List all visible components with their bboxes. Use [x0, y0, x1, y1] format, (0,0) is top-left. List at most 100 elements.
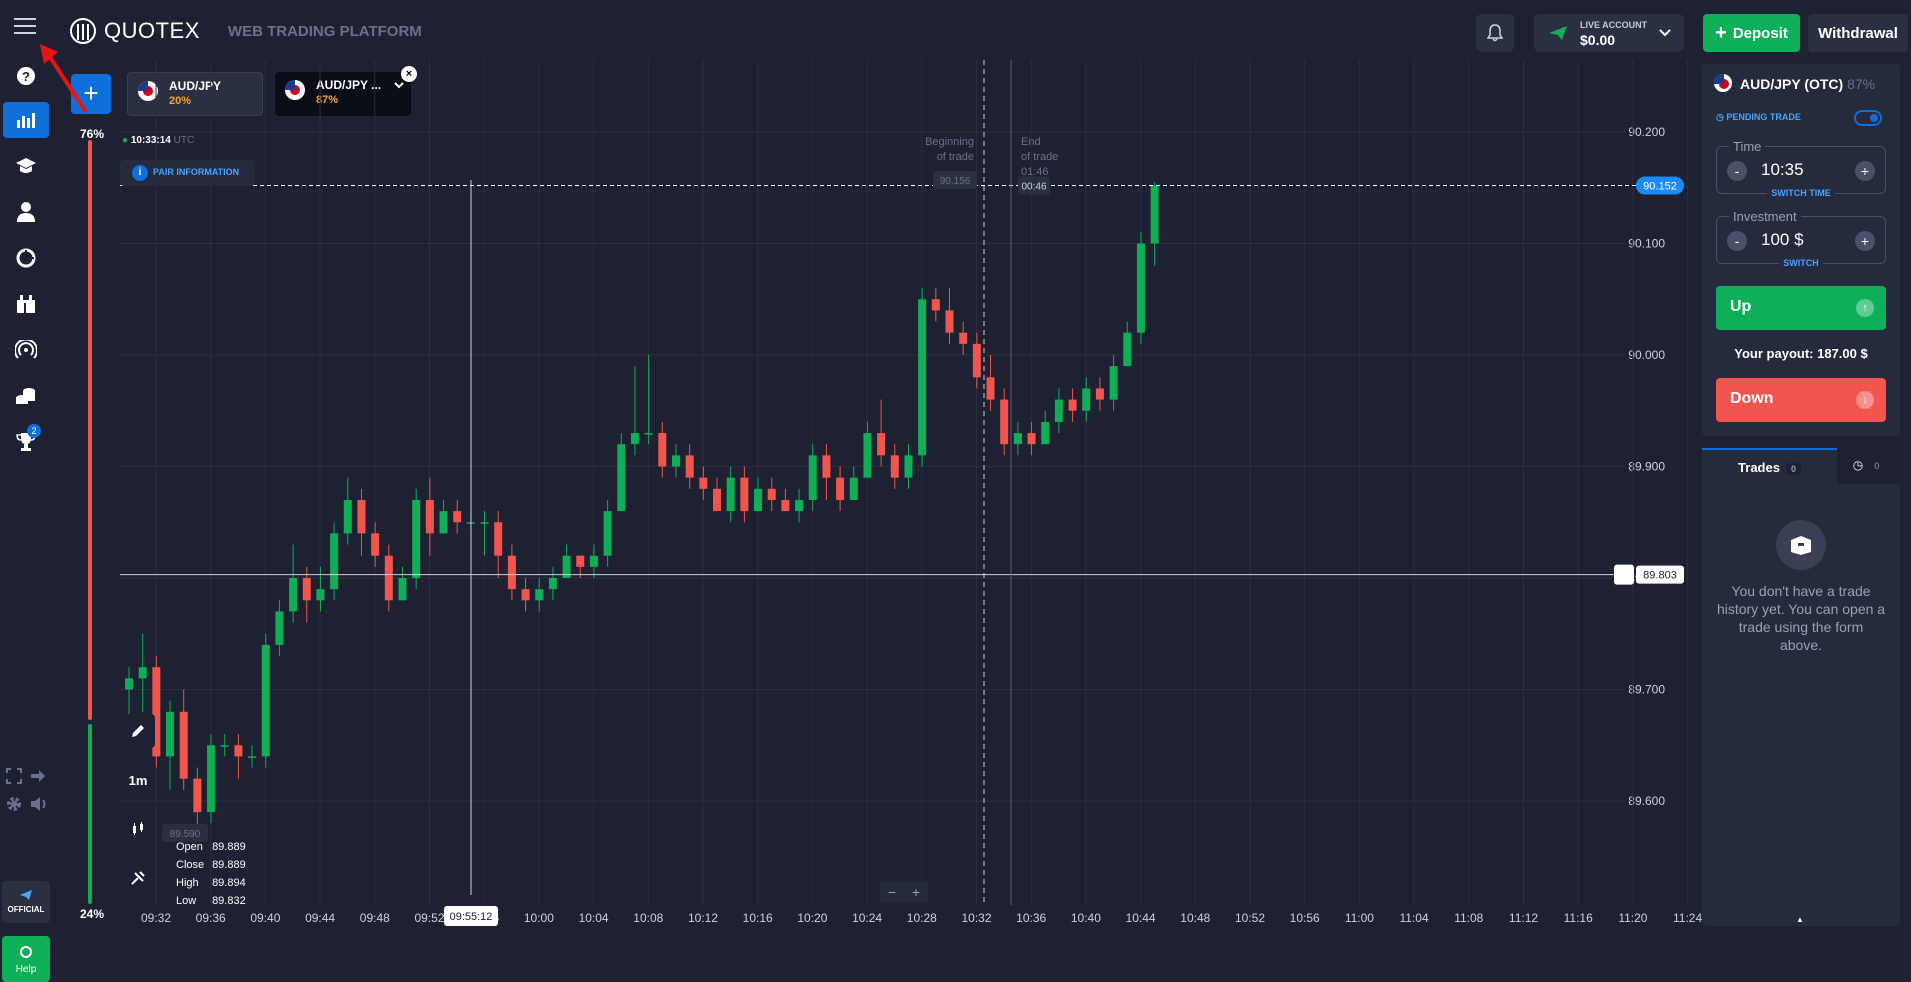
deposit-label: Deposit — [1732, 24, 1788, 42]
time-value[interactable]: 10:35 — [1761, 160, 1804, 179]
switch-time-link[interactable]: SWITCH TIME — [1717, 183, 1885, 201]
pair-information-button[interactable]: i PAIR INFORMATION — [120, 160, 255, 186]
selected-asset[interactable]: AUD/JPY (OTC) 87% — [1714, 74, 1875, 92]
investment-increment-button[interactable]: + — [1855, 231, 1875, 251]
candles-icon — [133, 822, 143, 835]
investment-value[interactable]: 100 $ — [1761, 230, 1804, 249]
candle-body — [808, 455, 817, 500]
add-asset-button[interactable]: + — [71, 74, 111, 114]
candle-body — [699, 477, 708, 489]
hamburger-menu-icon[interactable] — [14, 18, 36, 36]
asset-tab-payout: 87% — [316, 94, 339, 106]
x-tick-label: 10:52 — [1235, 911, 1265, 925]
candle-body — [740, 477, 749, 512]
candle-body — [166, 711, 175, 757]
asset-tab-name: AUD/JPY — [169, 79, 222, 93]
fullscreen-icon[interactable] — [6, 768, 22, 784]
down-button[interactable]: Down ↓ — [1716, 378, 1886, 422]
candle-body — [1000, 399, 1009, 445]
notifications-button[interactable] — [1476, 14, 1514, 52]
x-tick-label: 11:12 — [1509, 911, 1538, 925]
payout-text: Your payout: 187.00 $ — [1734, 346, 1868, 361]
draw-tool-button[interactable] — [121, 714, 155, 748]
candle-body — [289, 578, 298, 612]
candle-body — [125, 678, 133, 690]
candle-body — [904, 455, 913, 478]
timeframe-button[interactable]: 1m — [121, 763, 155, 797]
x-tick-label: 10:00 — [524, 911, 554, 925]
help-label: Help — [15, 964, 37, 975]
close-icon[interactable]: × — [401, 66, 417, 82]
zoom-out-button[interactable]: − — [887, 884, 897, 900]
candle-body — [767, 488, 776, 500]
tab-history[interactable]: ◷ 0 — [1837, 448, 1900, 484]
empty-box-icon — [1776, 520, 1826, 570]
switch-link[interactable]: SWITCH — [1717, 253, 1885, 271]
candle-body — [726, 477, 735, 512]
y-tick-label: 89.700 — [1628, 683, 1665, 697]
time-decrement-button[interactable]: - — [1727, 161, 1747, 181]
sidebar-item-profile[interactable] — [3, 194, 49, 230]
candle-body — [1123, 332, 1132, 367]
tab-trades[interactable]: Trades 0 — [1702, 448, 1837, 484]
investment-field[interactable]: Investment - 100 $ + SWITCH — [1716, 209, 1886, 268]
plus-icon: + — [1715, 21, 1727, 44]
down-label: Down — [1730, 390, 1774, 407]
asset-tab[interactable]: AUD/JPY 20% — [127, 72, 263, 116]
gear-icon[interactable] — [6, 796, 22, 812]
account-selector[interactable]: LIVE ACCOUNT $0.00 — [1534, 14, 1684, 52]
ohlc-close: 89.889 — [212, 859, 246, 871]
candle-body — [849, 477, 858, 500]
candle-body — [672, 455, 680, 467]
time-field[interactable]: Time - 10:35 + SWITCH TIME — [1716, 139, 1886, 198]
clock-time: 10:33:14 — [130, 135, 171, 146]
zoom-in-button[interactable]: + — [911, 884, 921, 900]
price-chart[interactable]: 90.200 90.100 90.000 89.900 89.800 89.700 89.6… — [0, 0, 1911, 931]
speaker-icon[interactable] — [30, 796, 48, 812]
sidebar-item-coins[interactable] — [3, 378, 49, 414]
chart-type-button[interactable] — [121, 812, 155, 846]
sidebar-item-help[interactable]: ? — [3, 58, 49, 94]
sidebar-item-tournaments[interactable]: 2 — [3, 424, 49, 460]
candle-body — [863, 433, 872, 478]
chevron-down-icon[interactable] — [394, 81, 405, 89]
arrow-right-icon[interactable] — [30, 768, 46, 784]
sidebar-item-market[interactable] — [3, 286, 49, 322]
candle-body — [589, 555, 598, 567]
withdrawal-button[interactable]: Withdrawal — [1808, 14, 1908, 52]
investment-decrement-button[interactable]: - — [1727, 231, 1747, 251]
candle-body — [754, 488, 763, 512]
y-tick-label: 89.800 — [1628, 571, 1665, 585]
asset-tab-active[interactable]: AUD/JPY ... 87% × — [275, 66, 417, 116]
x-tick-label: 11:20 — [1618, 911, 1647, 925]
collapse-caret-icon[interactable]: ▲ — [1796, 915, 1804, 924]
pending-trade-toggle[interactable] — [1854, 110, 1882, 126]
sidebar-item-analytics[interactable] — [3, 240, 49, 276]
x-tick-label: 10:08 — [633, 911, 663, 925]
telegram-icon — [20, 890, 32, 900]
candle-body — [1082, 388, 1091, 411]
sidebar-item-trade[interactable] — [3, 102, 49, 138]
x-tick-label: 10:28 — [907, 911, 937, 925]
trade-panel: AUD/JPY (OTC) 87% ◷ PENDING TRADE Time -… — [1702, 64, 1900, 436]
deposit-button[interactable]: + Deposit — [1703, 14, 1800, 52]
y-tick-label: 89.900 — [1628, 460, 1665, 474]
up-button[interactable]: Up ↑ — [1716, 286, 1886, 330]
candle-body — [576, 555, 585, 567]
candle-body — [986, 377, 995, 400]
alert-price-badge — [1636, 565, 1684, 584]
y-tick-label: 89.600 — [1628, 794, 1665, 808]
sidebar-item-signals[interactable] — [3, 332, 49, 368]
candle-body — [795, 499, 804, 512]
time-increment-button[interactable]: + — [1855, 161, 1875, 181]
alert-price-label: 89.803 — [1643, 570, 1677, 582]
platform-subtitle: WEB TRADING PLATFORM — [227, 22, 422, 40]
official-telegram-button[interactable]: OFFICIAL — [2, 881, 50, 923]
help-button[interactable]: Help — [2, 936, 50, 982]
x-tick-label: 11:00 — [1345, 911, 1374, 925]
indicators-button[interactable] — [121, 861, 155, 895]
market-icon — [17, 295, 35, 313]
notification-badge: 2 — [27, 424, 41, 438]
graduation-cap-icon — [16, 158, 36, 173]
sidebar-item-education[interactable] — [3, 148, 49, 184]
